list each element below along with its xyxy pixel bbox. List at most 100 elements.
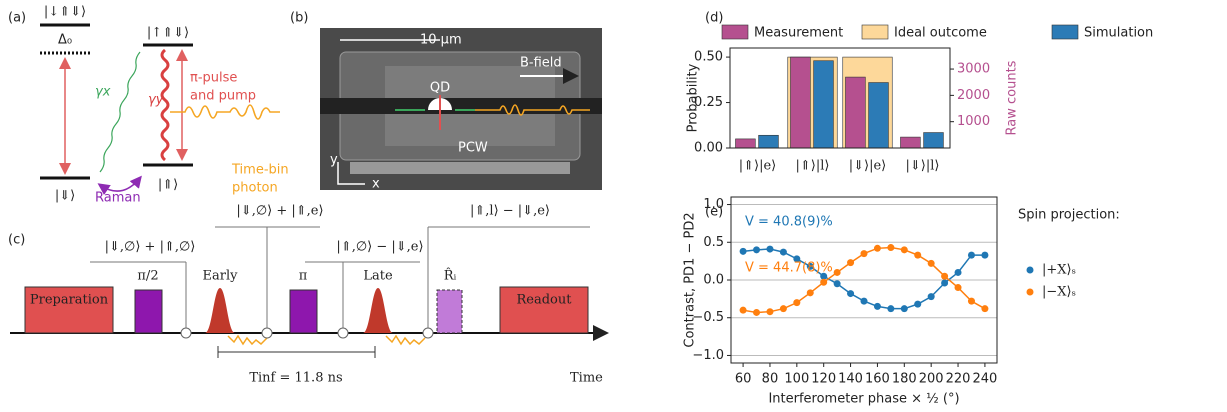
data-point — [820, 272, 828, 280]
interval-label: Tinf = 11.8 ns — [249, 371, 342, 386]
bar — [868, 82, 889, 149]
y-tick-label: −1.0 — [692, 348, 724, 363]
y2-axis-label: Raw counts — [1005, 60, 1020, 135]
data-point — [914, 251, 922, 259]
panel-label: (d) — [705, 11, 723, 26]
data-point — [927, 293, 935, 301]
data-point — [900, 246, 908, 254]
x-tick-label: 180 — [892, 372, 917, 387]
data-point — [941, 272, 949, 280]
y-axis-label: Contrast, PD1 − PD2 — [683, 212, 698, 347]
pulse — [24, 286, 114, 334]
y-tick-label: 1.0 — [703, 197, 724, 212]
data-point — [887, 305, 895, 313]
photon-wave — [475, 104, 590, 116]
x-tick-label: |⇑⟩|l⟩ — [796, 159, 830, 174]
field-label: B-field — [520, 56, 562, 71]
bar — [813, 60, 834, 149]
panel-label: (c) — [8, 233, 25, 248]
data-point — [753, 308, 761, 316]
bar — [900, 136, 921, 149]
pulse — [205, 288, 235, 333]
level-label: |↑⇑⇓⟩ — [147, 26, 189, 41]
legend-label: Measurement — [754, 26, 843, 41]
photon-wave — [385, 334, 426, 346]
pulse — [134, 289, 163, 334]
waveguide — [320, 98, 602, 114]
panel-c: (c) |⇓,∅⟩ + |⇑,∅⟩ |⇓,∅⟩ + |⇑,e⟩ |⇑,∅⟩ − … — [8, 204, 609, 386]
y-tick-label: −0.5 — [692, 310, 724, 325]
legend-title: Spin projection: — [1018, 208, 1120, 223]
bar — [923, 132, 944, 149]
legend-swatch — [861, 24, 889, 40]
data-point — [793, 255, 801, 263]
bar — [758, 134, 779, 149]
data-point — [954, 284, 962, 292]
annotation: V = 40.8(9)% — [745, 215, 833, 230]
x-tick-label: 220 — [946, 372, 971, 387]
pump-label: and pump — [190, 89, 256, 104]
probe-point — [180, 327, 192, 339]
x-tick-label: 140 — [838, 372, 863, 387]
plot-frame — [730, 196, 998, 364]
photon-label: Time-bin — [231, 163, 289, 178]
data-point — [739, 306, 747, 314]
data-point — [833, 280, 841, 288]
probe-point — [261, 327, 273, 339]
pulse-label: Preparation — [30, 293, 109, 308]
data-point — [941, 279, 949, 287]
x-tick-label: |⇓⟩|l⟩ — [906, 159, 940, 174]
data-point — [779, 248, 787, 256]
data-point — [766, 245, 774, 253]
state-label: |⇑,l⟩ − |⇓,e⟩ — [470, 204, 550, 219]
pulse — [289, 289, 318, 334]
level-label: |⇓⟩ — [55, 189, 75, 204]
time-label: Time — [570, 371, 603, 386]
data-point — [739, 247, 747, 255]
legend-swatch — [721, 24, 749, 40]
photon-label: photon — [232, 181, 278, 196]
delta: Δ₀ — [58, 33, 72, 48]
photon-wave — [170, 104, 280, 120]
state-label: |⇓,∅⟩ + |⇑,e⟩ — [236, 204, 323, 219]
y-tick-label: 0.0 — [703, 273, 724, 288]
data-point — [820, 278, 828, 286]
data-point — [873, 302, 881, 310]
data-point — [967, 297, 975, 305]
x-tick-label: 80 — [762, 372, 779, 387]
pulse-label: Readout — [517, 293, 573, 308]
pulse-label: π/2 — [137, 269, 158, 284]
pcw-label: PCW — [458, 141, 488, 156]
data-point — [981, 251, 989, 259]
panel-label: (b) — [290, 11, 308, 26]
legend-label: Simulation — [1084, 26, 1153, 41]
bar — [735, 138, 756, 149]
x-tick-label: |⇑⟩|e⟩ — [739, 159, 777, 174]
data-point — [860, 297, 868, 305]
qd-label: QD — [430, 81, 450, 96]
data-point — [779, 305, 787, 313]
x-tick-label: 120 — [811, 372, 836, 387]
data-point — [847, 290, 855, 298]
axes-icon — [337, 162, 365, 185]
data-point — [914, 300, 922, 308]
legend-label: |−X⟩ₛ — [1042, 285, 1076, 300]
pulse-label: Late — [363, 269, 393, 284]
probe-point — [337, 327, 349, 339]
decay-wave — [160, 48, 170, 162]
legend-label: Ideal outcome — [894, 26, 987, 41]
axis-label: x — [372, 177, 380, 192]
legend-marker — [1026, 266, 1034, 274]
data-point — [954, 268, 962, 276]
bar — [790, 56, 811, 149]
data-point — [753, 246, 761, 254]
raman-label: Raman — [95, 191, 141, 206]
plot-frame — [729, 47, 951, 149]
y2-tick-label: 2000 — [957, 88, 990, 103]
scale-label: 10 μm — [420, 33, 462, 48]
x-tick-label: 100 — [784, 372, 809, 387]
data-point — [806, 289, 814, 297]
data-point — [887, 244, 895, 252]
x-tick-label: 200 — [919, 372, 944, 387]
state-label: |⇓,∅⟩ + |⇑,∅⟩ — [105, 240, 196, 255]
